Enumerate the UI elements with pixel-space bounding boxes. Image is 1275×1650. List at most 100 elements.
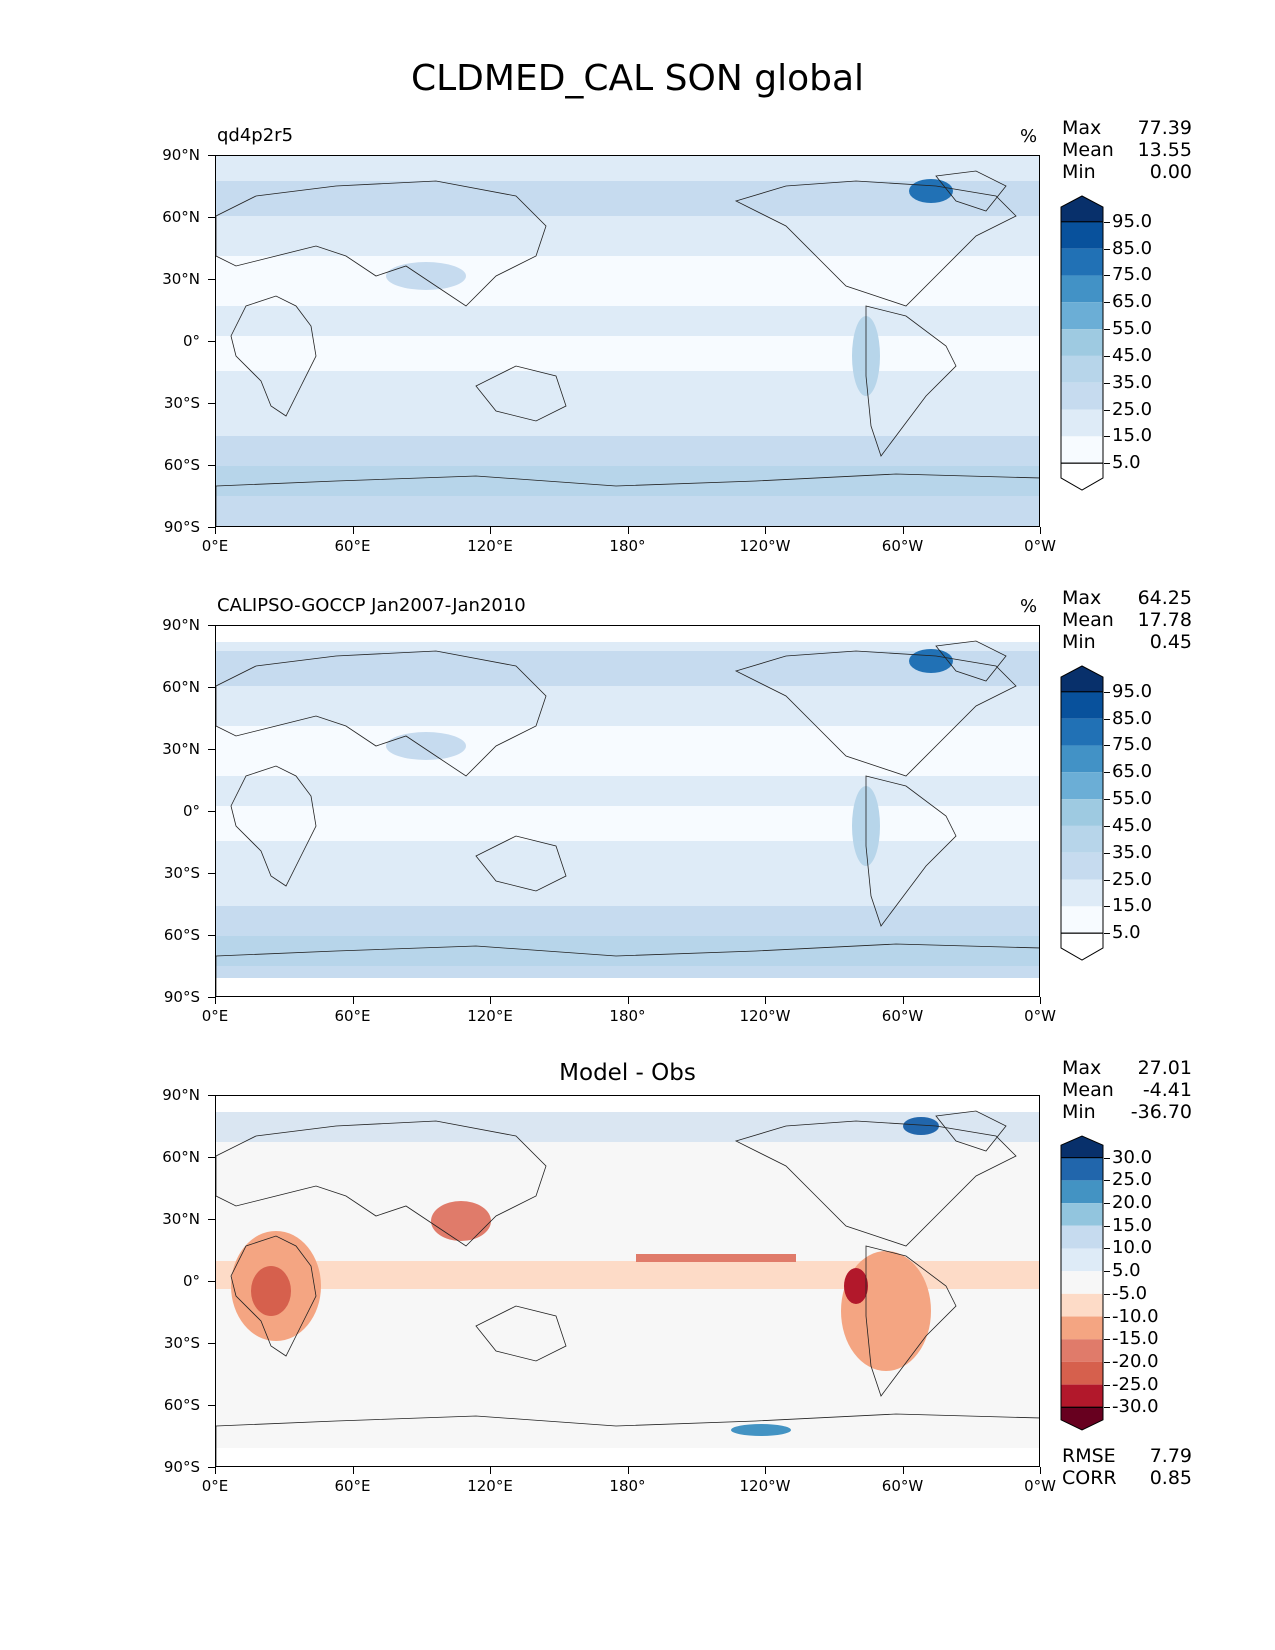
stat-row: Min -36.70 [1062,1101,1192,1123]
y-tick-mark [208,341,215,342]
colorbar-tick-label: 20.0 [1112,1192,1153,1214]
coastline [475,365,567,422]
x-tick-mark [765,997,766,1004]
colorbar [1060,195,1104,491]
colorbar-segment [1061,409,1103,437]
map-plot-diff [215,1095,1040,1467]
y-tick-mark [208,279,215,280]
colorbar-tick-label: 30.0 [1112,1146,1153,1168]
colorbar-tick-mark [1104,1203,1110,1205]
x-tick-label: 0°E [201,1477,229,1495]
colorbar-tick-mark [1104,248,1110,250]
cloud-band [216,906,1039,936]
colorbar-tick-label: 15.0 [1112,895,1153,917]
stat-value: 0.45 [1149,631,1192,653]
colorbar-segment [1061,1225,1103,1249]
colorbar-segment [1061,718,1103,746]
cloud-band [216,156,1039,181]
rmse-corr-block: RMSE 7.79 CORR 0.85 [1062,1445,1192,1489]
stat-value: 0.85 [1149,1467,1192,1489]
colorbar-tick-label: -15.0 [1112,1328,1159,1350]
x-tick-mark [1040,1467,1041,1474]
y-tick-mark [208,403,215,404]
colorbar-tick-label: 45.0 [1112,344,1153,366]
stat-value: 0.00 [1149,161,1192,183]
y-tick-mark [208,217,215,218]
colorbar-tick-mark [1104,221,1110,223]
colorbar-segment [1061,1271,1103,1294]
x-tick-mark [490,527,491,534]
stat-value: 64.25 [1137,587,1192,609]
x-tick-mark [352,1467,354,1474]
x-tick-mark [352,527,354,534]
stat-value: 7.79 [1149,1445,1192,1467]
x-tick-label: 120°W [739,1007,791,1025]
colorbar-segment [1060,932,1104,961]
x-tick-label: 180° [609,537,646,555]
greenland-maximum [909,649,953,673]
coastline [216,943,1039,996]
colorbar-tick-mark [1104,1293,1110,1295]
x-tick-label: 120°E [467,1007,513,1025]
y-tick-label: 30°N [162,740,200,758]
x-tick-label: 60°W [881,537,924,555]
colorbar-tick-mark [1104,825,1110,827]
x-tick-label: 120°W [739,1477,791,1495]
colorbar-tick-mark [1104,1384,1110,1386]
colorbar-tick-label: 15.0 [1112,425,1153,447]
x-tick-label: 60°W [881,1007,924,1025]
y-tick-mark [208,1157,215,1158]
colorbar-segment [1060,462,1104,491]
colorbar-segment [1060,1135,1104,1159]
y-tick-label: 0° [182,1272,200,1290]
colorbar-segment [1061,1180,1103,1204]
stat-row: Max 77.39 [1062,117,1192,139]
colorbar [1060,1135,1104,1431]
colorbar-tick-mark [1104,799,1110,801]
y-tick-label: 90°S [163,1458,200,1476]
colorbar-segment [1061,221,1103,249]
colorbar-segment [1061,275,1103,303]
stat-row: Max 64.25 [1062,587,1192,609]
colorbar-segment [1061,799,1103,826]
y-tick-mark [208,749,215,750]
x-tick-mark [490,1467,491,1474]
coastline [216,1120,547,1247]
stat-row: Min 0.45 [1062,631,1192,653]
asia-cloud-patch [386,732,466,760]
colorbar-segment [1061,1339,1103,1362]
stats-block: Max 77.39 Mean 13.55 Min 0.00 [1062,117,1192,183]
colorbar-tick-mark [1104,1271,1110,1273]
stat-label: Max [1062,1057,1102,1079]
colorbar-tick-label: 85.0 [1112,707,1153,729]
y-tick-label: 90°N [162,146,200,164]
x-tick-mark [627,527,629,534]
x-tick-mark [215,1467,216,1474]
coastline [865,1245,957,1397]
x-tick-mark [1040,997,1041,1004]
y-tick-mark [208,811,215,812]
colorbar-tick-mark [1104,436,1110,438]
y-tick-mark [208,1405,215,1406]
x-tick-label: 60°W [881,1477,924,1495]
colorbar-tick-label: -25.0 [1112,1373,1159,1395]
stat-label: Min [1062,161,1096,183]
y-tick-label: 30°N [162,1210,200,1228]
colorbar-tick-mark [1104,852,1110,854]
colorbar-tick-label: 45.0 [1112,814,1153,836]
colorbar [1060,665,1104,961]
colorbar-segment [1061,382,1103,410]
y-tick-label: 90°N [162,616,200,634]
stat-row: Mean 13.55 [1062,139,1192,161]
colorbar-tick-label: 55.0 [1112,318,1153,340]
stat-value: 27.01 [1137,1057,1192,1079]
colorbar-tick-label: 35.0 [1112,371,1153,393]
coastline [230,765,317,887]
colorbar-tick-mark [1104,933,1110,935]
colorbar-tick-mark [1104,1407,1110,1409]
colorbar-tick-mark [1104,463,1110,465]
no-data-north [216,626,1039,642]
colorbar-tick-mark [1104,1316,1110,1318]
colorbar-tick-mark [1104,772,1110,774]
colorbar-segment [1061,1361,1103,1385]
